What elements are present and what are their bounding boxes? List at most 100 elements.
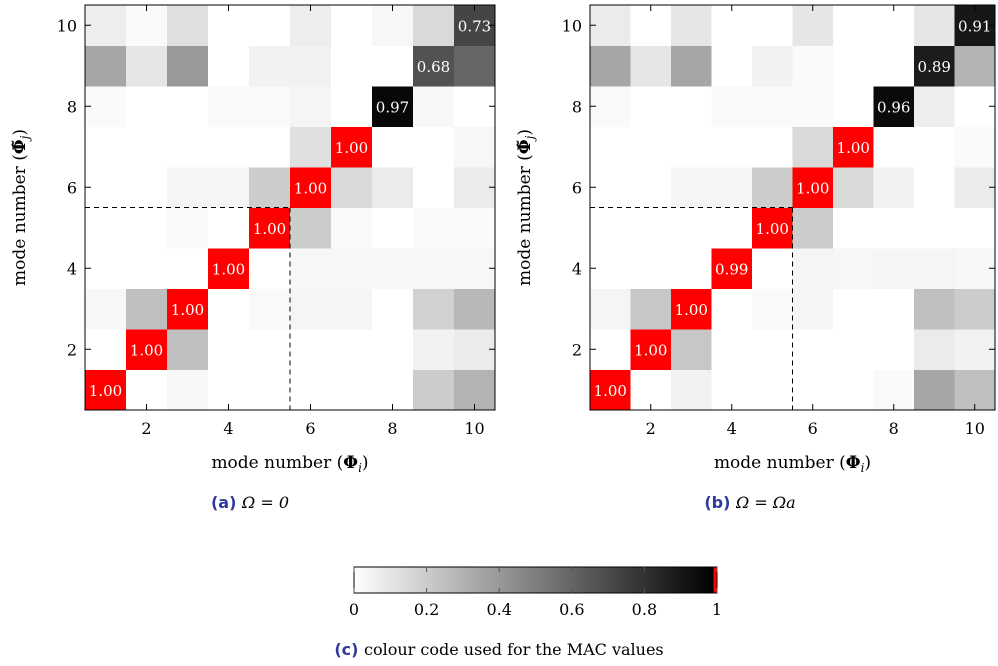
heatmap-cell: [873, 207, 915, 249]
x-tick-label: 6: [305, 419, 315, 438]
y-tick-label: 10: [562, 16, 582, 35]
heatmap-cell: [167, 207, 209, 249]
y-tick-label: 6: [67, 178, 77, 197]
heatmap-cell: [914, 329, 955, 370]
heatmap-cell: [454, 86, 496, 127]
heatmap-cell: [126, 329, 168, 370]
y-tick-label: 8: [67, 97, 77, 116]
heatmap-cell: [126, 369, 168, 411]
heatmap-cell: [954, 45, 996, 87]
heatmap-cell: [752, 288, 793, 330]
heatmap-cell: [671, 45, 712, 87]
heatmap-cell: [833, 369, 874, 411]
heatmap-cell: [85, 248, 127, 289]
heatmap-cell: [873, 369, 915, 411]
heatmap-cell: [954, 288, 996, 330]
heatmap-cell: [413, 248, 455, 289]
heatmap-panel-a: 1.00 1.00 1.00 1.00 1.00 1.00 1.00 0.97 0.68 0.73…: [10, 4, 496, 512]
heatmap-cell: [290, 248, 332, 289]
heatmap-cell: [671, 248, 712, 289]
heatmap-cell: [711, 5, 753, 46]
heatmap-cell: [249, 369, 291, 411]
panel-caption: (b) Ω = Ωa: [704, 493, 795, 512]
heatmap-cell: [792, 167, 834, 208]
heatmap-cell: [711, 369, 753, 411]
y-axis-label: mode number (Φ̃j): [10, 129, 32, 286]
cell-value-label: 1.00: [675, 301, 708, 319]
heatmap-cell: [752, 126, 793, 168]
heatmap-cell: [454, 207, 496, 249]
x-tick-label: 2: [141, 419, 151, 438]
heatmap-cell: [208, 167, 250, 208]
heatmap-cell: [792, 5, 834, 46]
heatmap-cell: [630, 126, 672, 168]
heatmap-cell: [249, 167, 291, 208]
y-axis-label: mode number (Φ̃j): [515, 129, 537, 286]
heatmap-cell: [208, 5, 250, 46]
heatmap-cell: [167, 248, 209, 289]
heatmap-cell: [671, 5, 712, 46]
heatmap-cell: [954, 86, 996, 127]
heatmap-cell: [954, 167, 996, 208]
heatmap-cell: [752, 167, 793, 208]
heatmap-cell: [372, 329, 414, 370]
x-tick-label: 4: [727, 419, 737, 438]
heatmap-cell: [914, 369, 955, 411]
heatmap-cell: [711, 207, 753, 249]
heatmap-cell: [873, 5, 915, 46]
heatmap-cell: [711, 86, 753, 127]
heatmap-cell: [249, 126, 291, 168]
heatmap-cell: [372, 288, 414, 330]
heatmap-cell: [833, 288, 874, 330]
heatmap-cell: [914, 207, 955, 249]
heatmap-cell: [873, 167, 915, 208]
x-axis-label: mode number (Φi): [211, 453, 368, 475]
panel-caption: (a) Ω = 0: [211, 493, 289, 512]
heatmap-cell: [590, 329, 631, 370]
heatmap-cell: [590, 45, 631, 87]
heatmap-cell: [167, 126, 209, 168]
heatmap-cell: [126, 86, 168, 127]
cell-value-label: 0.97: [376, 98, 409, 116]
heatmap-cell: [671, 167, 712, 208]
heatmap-cell: [671, 288, 712, 330]
heatmap-cell: [126, 288, 168, 330]
heatmap-cell: [630, 5, 672, 46]
heatmap-cell: [792, 248, 834, 289]
heatmap-cell: [671, 86, 712, 127]
heatmap-cell: [914, 5, 955, 46]
heatmap-cell: [630, 45, 672, 87]
heatmap-cell: [711, 126, 753, 168]
heatmap-cell: [126, 167, 168, 208]
colorbar-tick-label: 1: [712, 600, 722, 619]
heatmap-cell: [208, 86, 250, 127]
heatmap-cell: [208, 207, 250, 249]
heatmap-cell: [290, 126, 332, 168]
y-tick-label: 10: [57, 16, 77, 35]
heatmap-cell: [752, 86, 793, 127]
heatmap-cell: [85, 45, 127, 87]
heatmap-cell: [331, 329, 373, 370]
heatmap-cell: [167, 167, 209, 208]
heatmap-cell: [833, 207, 874, 249]
heatmap-cell: [85, 5, 127, 46]
heatmap-cell: [954, 248, 996, 289]
heatmap-cell: [454, 126, 496, 168]
heatmap-cell: [208, 288, 250, 330]
y-tick-label: 4: [572, 259, 582, 278]
y-tick-label: 2: [572, 340, 582, 359]
heatmap-cell: [372, 86, 414, 127]
heatmap-cell: [833, 167, 874, 208]
heatmap-cell: [208, 248, 250, 289]
heatmap-cell: [671, 207, 712, 249]
heatmap-cell: [290, 369, 332, 411]
cell-value-label: 1.00: [171, 301, 204, 319]
heatmap-cell: [331, 45, 373, 87]
y-tick-label: 8: [572, 97, 582, 116]
cell-value-label: 1.00: [837, 139, 870, 157]
heatmap-cell: [590, 126, 631, 168]
heatmap-cell: [85, 126, 127, 168]
heatmap-cell: [290, 167, 332, 208]
heatmap-cell: [372, 126, 414, 168]
heatmap-cell: [752, 45, 793, 87]
